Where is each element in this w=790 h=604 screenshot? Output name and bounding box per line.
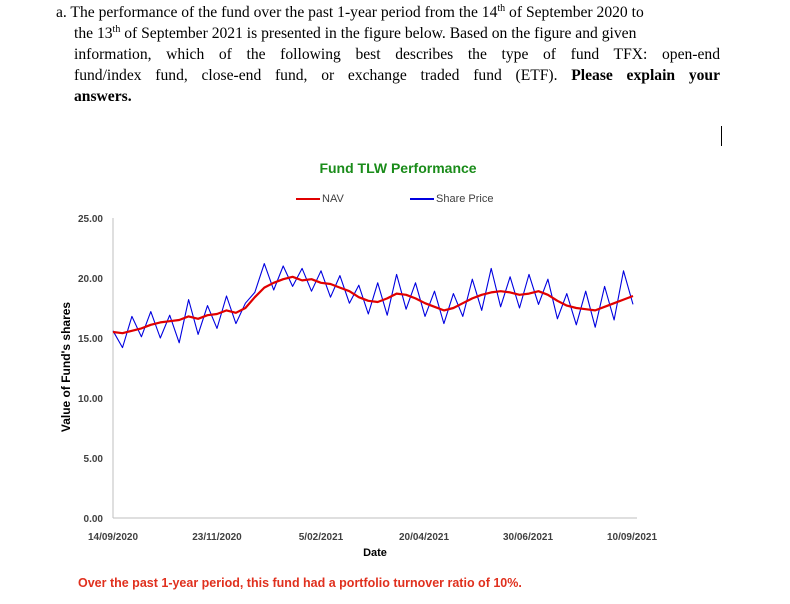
question-line-2-end: of September 2021 is presented in the fi… [120, 25, 637, 42]
x-axis-label: Date [363, 547, 387, 559]
text-cursor [721, 126, 722, 146]
y-tick-label: 10.00 [78, 394, 103, 405]
ordinal-suffix: th [497, 2, 506, 14]
legend-nav: NAV [296, 193, 344, 205]
turnover-note: Over the past 1-year period, this fund h… [78, 576, 522, 590]
question-line-3: information, which of the following best… [74, 46, 720, 63]
nav-series-line [112, 275, 634, 335]
question-line-4: fund/index fund, close-end fund, or exch… [56, 65, 720, 86]
question-line-1: a. The performance of the fund over the … [56, 2, 720, 23]
question-line-4-text: fund/index fund, close-end fund, or exch… [74, 67, 558, 84]
chart-title: Fund TLW Performance [319, 160, 477, 176]
legend-nav-label: NAV [322, 193, 344, 205]
x-tick-label: 23/11/2020 [192, 532, 242, 543]
y-tick-label: 15.00 [78, 334, 103, 345]
y-tick-label: 0.00 [84, 514, 104, 525]
share-price-series-line [112, 263, 634, 349]
x-tick-label: 5/02/2021 [299, 532, 344, 543]
question-text: a. The performance of the fund over the … [56, 2, 720, 107]
question-line-1-start: a. The performance of the fund over the … [56, 4, 498, 21]
question-line-2: the 13th of September 2021 is presented … [56, 23, 720, 44]
x-tick-label: 14/09/2020 [88, 532, 138, 543]
question-line-5-bold: answers. [74, 88, 132, 105]
legend-nav-swatch [296, 198, 320, 201]
y-tick-label: 25.00 [78, 214, 103, 225]
legend-share-price-swatch [410, 198, 434, 201]
y-tick-label: 20.00 [78, 274, 103, 285]
x-tick-label: 10/09/2021 [607, 532, 657, 543]
x-tick-label: 30/06/2021 [503, 532, 553, 543]
x-tick-label: 20/04/2021 [399, 532, 449, 543]
ordinal-suffix: th [112, 23, 121, 35]
y-tick-label: 5.00 [84, 454, 104, 465]
legend-share-price-label: Share Price [436, 193, 494, 205]
question-line-2-start: the 13 [74, 25, 113, 42]
question-line-4-bold: Please explain your [571, 67, 721, 84]
legend-share-price: Share Price [410, 193, 493, 205]
question-line-1-end: of September 2020 to [505, 4, 644, 21]
